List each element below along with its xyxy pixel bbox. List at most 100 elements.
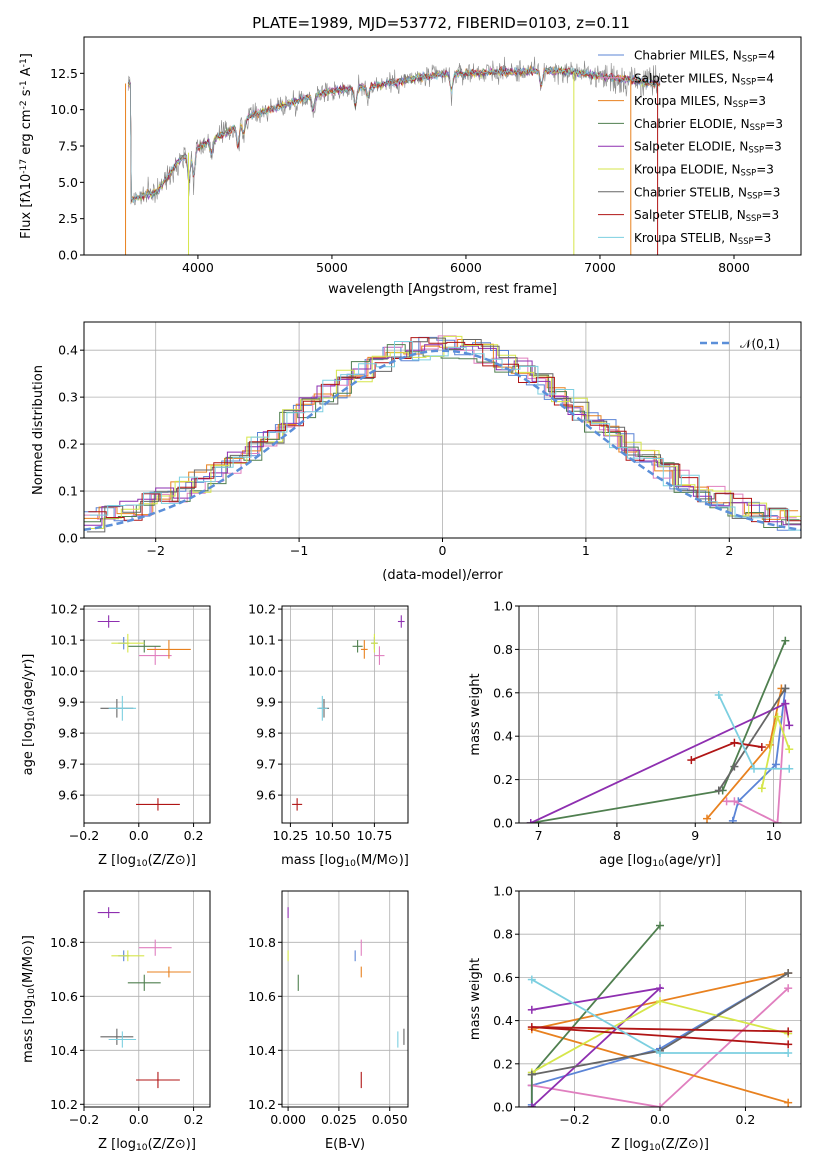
x-tick-label: 10 [766,828,782,843]
model-spectrum-kroupa-stelib [127,66,661,204]
y-axis-label: mass weight [468,958,483,1040]
chart-weight-vs-age: 7 8 9 10 0.0 0.2 0.4 0.6 0.8 1.0 age [log10(age/yr… [468,599,802,869]
y-tick-label: 0.4 [493,729,513,744]
y-tick-label: 0.0 [58,531,78,546]
y-tick-label: 1.0 [493,884,513,899]
x-tick-label: 4000 [182,260,214,275]
y-tick-label: 0.0 [493,816,513,831]
y-tick-label: 9.9 [58,695,78,710]
plot-area [526,636,794,823]
x-tick-label: 0.2 [736,1112,756,1127]
y-tick-label: 0.8 [493,927,513,942]
x-tick-label: 10.75 [357,828,393,843]
y-tick-label: 10.8 [50,935,78,950]
plot-area [84,335,801,533]
y-tick-label: 0.2 [493,772,513,787]
chart-spectrum: 4000 5000 6000 7000 8000 0.0 2.5 5.0 7.5 10.0 12.5… [19,36,802,297]
x-tick-label: 2 [725,543,733,558]
histogram-kroupa-elodie [85,335,801,529]
weight-line [690,741,762,761]
y-tick-label: 12.5 [50,66,78,81]
legend-label: Chabrier ELODIE, NSSP=3 [634,117,783,132]
axes-frame [83,605,211,824]
histogram-kroupa-stelib [89,341,801,531]
chart-age-vs-Z: −0.2 0.0 0.2 9.6 9.7 9.8 9.9 10.0 10.1 10.2 Z [log… [21,602,211,869]
x-tick-label: −0.2 [559,1112,589,1127]
x-tick-label: 8 [613,828,621,843]
y-tick-label: 9.7 [58,757,78,772]
normal-curve [84,349,801,532]
x-tick-label: 0.025 [321,1112,357,1127]
y-tick-label: 0.8 [493,642,513,657]
y-tick-label: 10.2 [50,602,78,617]
histogram-salpeter-miles [84,335,797,520]
weight-line [717,687,787,791]
y-tick-label: 9.9 [256,695,276,710]
y-axis-label: Flux [fλ10-17 erg cm-2 s-1 A-1] [19,53,34,239]
legend-label: Salpeter ELODIE, NSSP=3 [634,140,782,155]
legend: Chabrier MILES, NSSP=4 Salpeter MILES, NS… [598,49,783,246]
x-tick-label: 6000 [450,260,482,275]
x-tick-label: −2 [146,543,164,558]
y-axis-label: mass [log10(M/M⊙)] [21,935,37,1063]
y-tick-label: 0.6 [493,970,513,985]
y-tick-label: 10.0 [50,664,78,679]
plot-area [97,907,191,1089]
axes-frame [83,890,211,1108]
histogram-chabrier-elodie [84,344,800,528]
legend-label: 𝒩(0,1) [740,337,780,351]
x-axis-label: age [log10(age/yr)] [599,853,721,869]
y-tick-label: 10.8 [248,935,276,950]
y-tick-label: 5.0 [58,175,78,190]
y-tick-label: 1.0 [493,599,513,614]
chart-title: PLATE=1989, MJD=53772, FIBERID=0103, z=0… [252,14,630,32]
chart-mass-vs-Z: −0.2 0.0 0.2 10.2 10.4 10.6 10.8 Z [log10(Z/Z⊙)… [21,890,211,1153]
histogram-salpeter-stelib [88,337,801,523]
y-tick-label: 0.2 [58,437,78,452]
weight-line [760,713,791,789]
observed-spectrum [127,56,661,206]
legend-label: Salpeter STELIB, NSSP=3 [634,208,779,223]
y-tick-label: 0.6 [493,685,513,700]
axes-frame [281,605,409,824]
y-tick-label: 9.6 [256,788,276,803]
x-tick-label: 0.2 [184,828,204,843]
x-axis-label: Z [log10(Z/Z⊙)] [611,1137,709,1153]
x-tick-label: 0.0 [650,1112,670,1127]
plot-area [125,56,661,255]
legend-label: Kroupa STELIB, NSSP=3 [634,231,771,246]
y-tick-label: 0.2 [493,1056,513,1071]
y-tick-label: 2.5 [58,211,78,226]
legend-label: Chabrier STELIB, NSSP=3 [634,185,780,200]
model-spectrum-salpeter-stelib [127,65,661,201]
x-tick-label: 7000 [584,260,616,275]
x-tick-label: 0.0 [129,828,149,843]
y-tick-label: 10.1 [248,633,276,648]
x-axis-label: wavelength [Angstrom, rest frame] [328,282,557,297]
y-tick-label: 10.6 [248,989,276,1004]
y-tick-label: 0.1 [58,484,78,499]
legend-label: Kroupa MILES, NSSP=3 [634,94,766,109]
y-tick-label: 10.6 [50,989,78,1004]
y-tick-label: 7.5 [58,139,78,154]
x-tick-label: −0.2 [69,828,99,843]
y-tick-label: 10.4 [248,1043,276,1058]
y-tick-label: 0.4 [58,343,78,358]
legend-label: Kroupa ELODIE, NSSP=3 [634,163,774,178]
x-axis-label: mass [log10(M/M⊙)] [281,853,409,869]
x-tick-label: 0.050 [372,1112,408,1127]
y-axis-label: age [log10(age/yr)] [21,654,37,776]
weight-line [531,986,663,1107]
legend-label: Chabrier MILES, NSSP=4 [634,49,775,64]
legend-label: Salpeter MILES, NSSP=4 [634,71,774,86]
y-tick-label: 10.0 [248,664,276,679]
y-tick-label: 0.0 [493,1100,513,1115]
y-tick-label: 10.1 [50,633,78,648]
axes-frame [518,605,802,824]
plot-area [287,907,405,1089]
plot-area [527,921,793,1107]
y-tick-label: 9.6 [58,788,78,803]
x-axis-label: E(B-V) [325,1137,365,1152]
x-tick-label: 1 [582,543,590,558]
weight-line [531,987,789,1107]
